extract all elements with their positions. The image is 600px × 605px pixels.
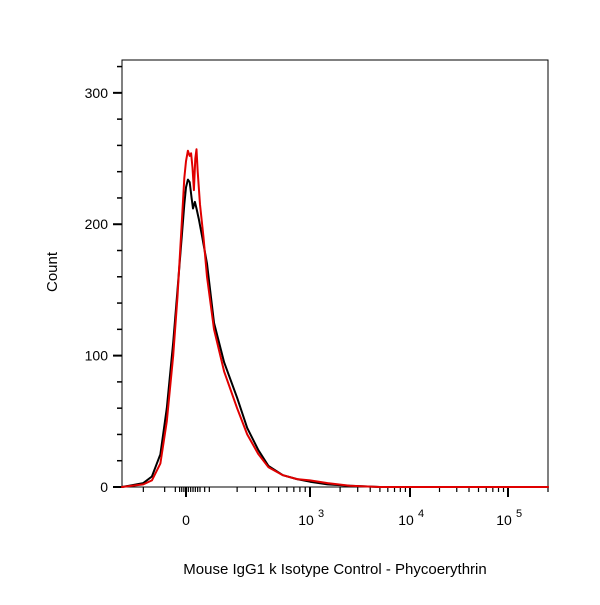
y-tick-label: 300 — [85, 85, 109, 101]
series-layer — [121, 148, 549, 488]
x-axis-label: Mouse IgG1 k Isotype Control - Phycoeryt… — [183, 561, 486, 578]
histogram-line-2 — [121, 148, 549, 488]
x-axis: 0 10 3 10 4 10 5 — [142, 487, 549, 528]
x-tick-label: 10 — [398, 512, 414, 528]
x-tick-label: 10 — [298, 512, 314, 528]
y-axis-label: Count — [44, 251, 61, 292]
histogram-line-1 — [121, 178, 549, 488]
y-axis: 0 100 200 300 — [85, 65, 122, 495]
x-tick-label: 0 — [182, 512, 190, 528]
y-tick-label: 200 — [85, 216, 109, 232]
x-tick-label: 10 — [496, 512, 512, 528]
x-tick-label-exponent: 3 — [318, 508, 324, 520]
x-tick-label-exponent: 4 — [418, 508, 424, 520]
plot-frame — [121, 59, 549, 488]
y-tick-label: 100 — [85, 348, 109, 364]
y-tick-label: 0 — [100, 479, 108, 495]
x-tick-label-exponent: 5 — [516, 508, 522, 520]
